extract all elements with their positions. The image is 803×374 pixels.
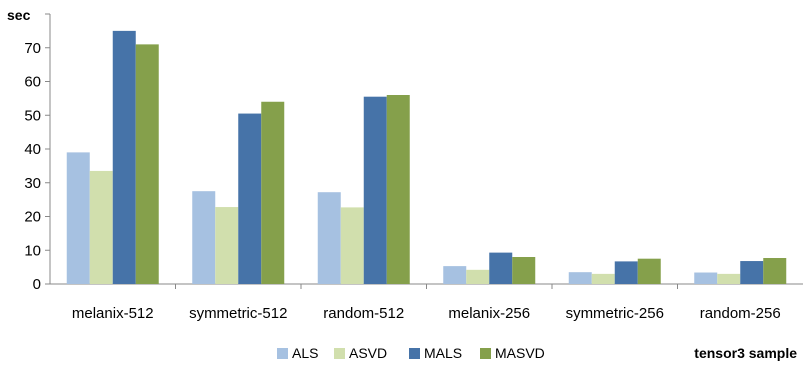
bar-masvd-melanix-512: [135, 44, 159, 284]
bar-asvd-melanix-512: [89, 170, 113, 284]
x-axis-category-labels: melanix-512 symmetric-512 random-512 melani…: [72, 305, 781, 322]
bar-mals-random-512: [363, 96, 387, 284]
bar-asvd-random-512: [340, 207, 364, 284]
legend-swatch-asvd: [334, 348, 345, 359]
bar-als-random-512: [317, 192, 341, 284]
y-tick-label: 20: [24, 209, 41, 226]
bar-mals-melanix-256: [489, 252, 513, 284]
category-label: symmetric-512: [189, 305, 287, 322]
bar-asvd-random-256: [717, 273, 741, 284]
legend-swatch-masvd: [480, 348, 491, 359]
legend-label-mals: MALS: [424, 345, 462, 361]
bar-masvd-random-256: [763, 258, 787, 284]
legend-swatch-als: [277, 348, 288, 359]
bar-masvd-random-512: [386, 95, 410, 284]
bar-masvd-melanix-256: [512, 257, 536, 284]
bar-als-melanix-512: [66, 152, 90, 284]
bar-mals-symmetric-512: [238, 113, 262, 284]
y-tick-label: 60: [24, 74, 41, 91]
y-axis-title: sec: [7, 7, 31, 23]
legend-label-asvd: ASVD: [349, 345, 387, 361]
category-label: random-256: [700, 305, 781, 322]
y-tick-label: 0: [33, 276, 41, 293]
bar-mals-melanix-512: [112, 30, 136, 284]
bar-als-symmetric-512: [192, 191, 216, 284]
bar-masvd-symmetric-512: [261, 101, 285, 284]
bar-als-random-256: [694, 272, 718, 284]
category-label: melanix-256: [448, 305, 530, 322]
x-axis-title: tensor3 sample: [694, 345, 797, 361]
bar-asvd-symmetric-256: [591, 273, 615, 284]
category-label: melanix-512: [72, 305, 154, 322]
y-axis-ticks: 0 10 20 30 40 50 60 70: [24, 13, 50, 293]
y-tick-label: 50: [24, 107, 41, 124]
bar-masvd-symmetric-256: [637, 258, 661, 284]
y-tick-label: 70: [24, 40, 41, 57]
x-axis-ticks: [175, 284, 678, 289]
y-tick-label: 30: [24, 175, 41, 192]
bar-als-melanix-256: [443, 266, 467, 284]
y-tick-label: 40: [24, 141, 41, 158]
bar-mals-random-256: [740, 261, 764, 284]
category-label: random-512: [323, 305, 404, 322]
legend-swatch-mals: [409, 348, 420, 359]
legend: ALS ASVD MALS MASVD: [277, 345, 545, 361]
bar-asvd-symmetric-512: [215, 207, 239, 284]
bar-als-symmetric-256: [568, 272, 592, 284]
bars: [66, 30, 787, 284]
bar-mals-symmetric-256: [614, 261, 638, 284]
y-tick-label: 10: [24, 242, 41, 259]
bar-asvd-melanix-256: [466, 269, 490, 284]
category-label: symmetric-256: [566, 305, 664, 322]
legend-label-masvd: MASVD: [495, 345, 545, 361]
legend-label-als: ALS: [292, 345, 318, 361]
